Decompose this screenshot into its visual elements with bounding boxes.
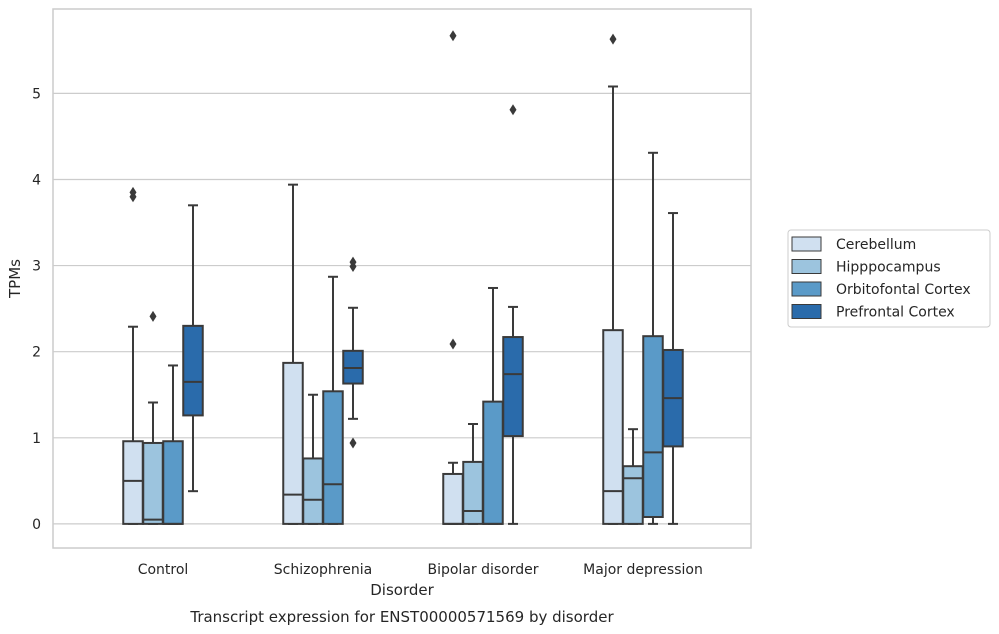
box-group (442, 30, 464, 525)
box (642, 335, 664, 519)
box-group (162, 364, 184, 525)
box-group (142, 310, 164, 525)
chart-caption: Transcript expression for ENST0000057156… (189, 608, 614, 626)
x-tick-label: Schizophrenia (274, 562, 372, 578)
box-group (282, 183, 304, 525)
box-group (662, 212, 684, 525)
legend-swatch (791, 281, 822, 297)
x-axis-title: Disorder (370, 581, 434, 599)
legend: Cerebellum Hipppocampus Orbitofontal Corte… (787, 229, 991, 328)
outlier-point (449, 338, 457, 350)
outlier-point (509, 104, 517, 116)
x-axis-ticks: Control Schizophrenia Bipolar disorder Majo… (138, 562, 703, 578)
box (182, 324, 204, 417)
box-group (342, 256, 364, 449)
box-group (482, 286, 504, 525)
outlier-point (609, 33, 617, 45)
box-group (622, 428, 644, 525)
box (482, 400, 504, 525)
box (142, 441, 164, 525)
outlier-point (349, 437, 357, 449)
box (322, 390, 344, 525)
box (122, 440, 144, 525)
y-tick-label: 2 (32, 345, 41, 361)
box (502, 336, 524, 438)
x-tick-label: Major depression (583, 562, 703, 578)
box (462, 460, 484, 525)
y-tick-label: 4 (32, 172, 41, 188)
legend-frame (787, 229, 991, 328)
box-group (602, 33, 624, 525)
y-tick-label: 3 (32, 259, 41, 275)
box (622, 465, 644, 525)
box-group (642, 151, 664, 525)
y-tick-label: 1 (32, 431, 41, 447)
legend-label: Orbitofontal Cortex (836, 282, 971, 298)
box-group (302, 393, 324, 525)
outlier-point (349, 256, 357, 268)
plot-frame (52, 8, 752, 549)
x-tick-label: Control (138, 562, 189, 578)
legend-label: Hipppocampus (836, 260, 941, 276)
outlier-point (129, 186, 137, 198)
y-axis-ticks: 0 1 2 3 4 5 (32, 86, 41, 533)
outlier-point (449, 30, 457, 42)
box-group (502, 104, 524, 525)
x-tick-label: Bipolar disorder (427, 562, 538, 578)
y-tick-label: 5 (32, 86, 41, 102)
legend-label: Cerebellum (836, 237, 916, 253)
legend-swatch (791, 236, 822, 252)
box (162, 440, 184, 525)
box-group (322, 275, 344, 525)
y-axis-title: TPMs (6, 259, 24, 299)
legend-label: Prefrontal Cortex (836, 305, 955, 321)
y-tick-label: 0 (32, 517, 41, 533)
box (282, 361, 304, 525)
boxes (122, 30, 684, 525)
box-group (462, 423, 484, 525)
box (302, 457, 324, 525)
legend-swatch (791, 304, 822, 319)
box-group (182, 204, 204, 493)
box (602, 329, 624, 525)
legend-swatch (791, 259, 822, 274)
outlier-point (149, 310, 157, 322)
box-group (122, 186, 144, 525)
box (442, 472, 464, 525)
